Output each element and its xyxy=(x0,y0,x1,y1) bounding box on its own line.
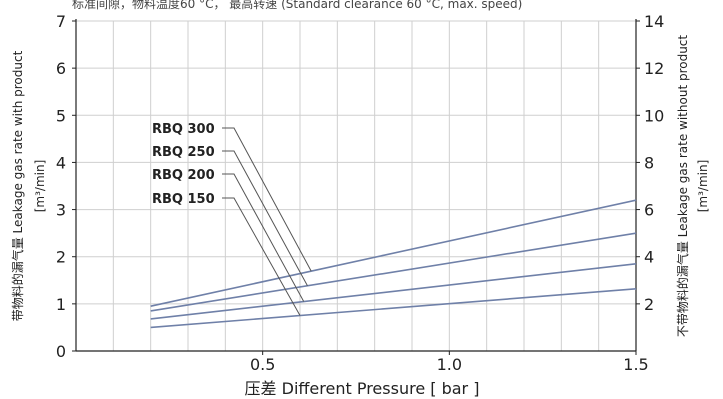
axes xyxy=(72,19,640,355)
y-right-axis-unit: [m³/min] xyxy=(696,160,710,213)
x-tick-label: 0.5 xyxy=(250,355,275,374)
x-axis-title: 压差 Different Pressure [ bar ] xyxy=(245,379,480,398)
y-left-axis-unit: [m³/min] xyxy=(33,160,47,213)
y-right-axis-title: 不带物料的漏气量 Leakage gas rate without produc… xyxy=(675,35,690,338)
y-right-tick-label: 6 xyxy=(644,201,654,220)
y-right-tick-label: 2 xyxy=(644,295,654,314)
series-leader-line xyxy=(222,127,312,272)
series-label: RBQ 200 xyxy=(152,168,215,183)
y-right-tick-label: 4 xyxy=(644,248,654,267)
y-left-tick-label: 4 xyxy=(56,153,66,172)
series-line xyxy=(150,287,637,329)
y-right-tick-label: 14 xyxy=(644,12,664,31)
y-right-tick-label: 12 xyxy=(644,59,664,78)
chart-note: 标准间隙，物料温度60 °C， 最高转速 (Standard clearance… xyxy=(72,0,522,11)
y-left-tick-label: 0 xyxy=(56,342,66,361)
series-line xyxy=(150,199,637,307)
y-left-tick-label: 3 xyxy=(56,201,66,220)
y-left-axis-title: 带物料的漏气量 Leakage gas rate with product xyxy=(10,50,25,321)
series-label: RBQ 250 xyxy=(152,145,215,160)
y-left-tick-label: 1 xyxy=(56,295,66,314)
series-line xyxy=(150,262,637,320)
series-labels: RBQ 300 RBQ 250 RBQ 200 RBQ 150 xyxy=(152,122,312,316)
y-left-tick-label: 2 xyxy=(56,248,66,267)
y-left-tick-label: 6 xyxy=(56,59,66,78)
y-left-tick-label: 5 xyxy=(56,106,66,125)
series-lines xyxy=(150,199,637,329)
grid xyxy=(76,20,636,351)
series-leader-line xyxy=(222,197,301,316)
series-label: RBQ 300 xyxy=(152,122,215,137)
series-leader-line xyxy=(222,150,308,287)
series-line xyxy=(150,232,637,312)
series-label: RBQ 150 xyxy=(152,192,215,207)
y-right-tick-label: 10 xyxy=(644,106,664,125)
series-leader-line xyxy=(222,173,305,302)
x-tick-label: 1.0 xyxy=(437,355,462,374)
y-right-tick-label: 8 xyxy=(644,153,654,172)
x-tick-label: 1.5 xyxy=(623,355,648,374)
y-left-tick-label: 7 xyxy=(56,12,66,31)
